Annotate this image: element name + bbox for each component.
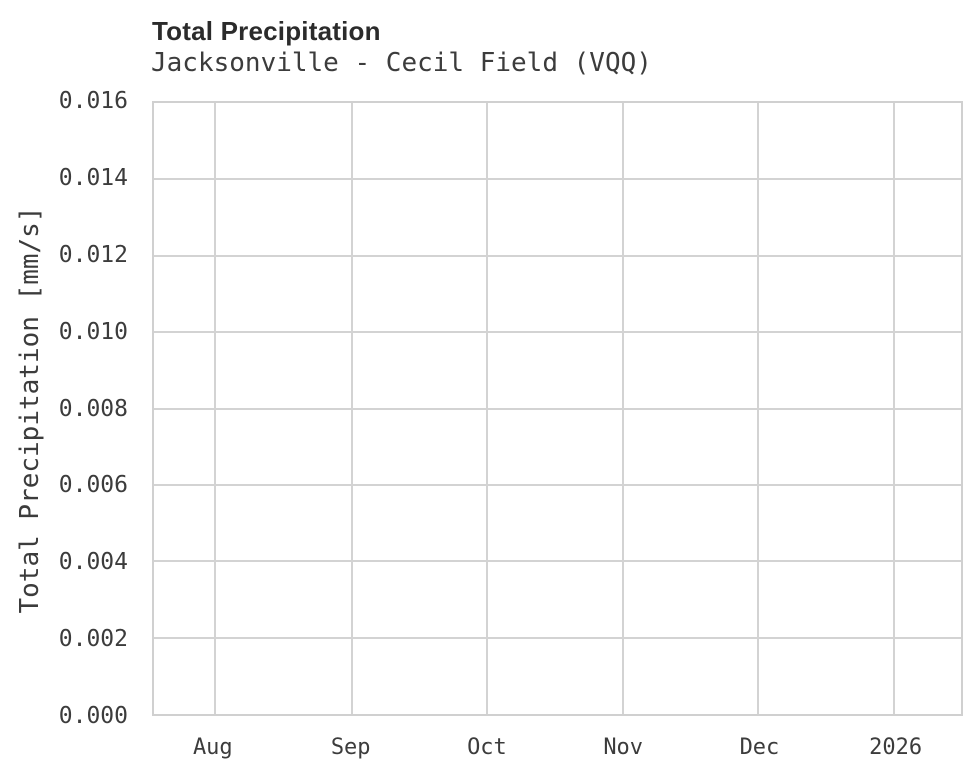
x-tick-label: Oct [467, 735, 507, 760]
v-gridline [486, 103, 489, 714]
x-tick-label: Aug [192, 735, 233, 760]
y-axis-tick-labels: 0.000 0.002 0.004 0.006 0.008 0.010 0.012 0.014… [0, 88, 128, 729]
v-gridline [213, 103, 216, 714]
plot-area [152, 101, 963, 716]
h-gridline [154, 560, 961, 563]
v-gridline [350, 103, 353, 714]
chart-subtitle: Jacksonville - Cecil Field (VQQ) [151, 48, 652, 78]
y-tick-label: 0.014 [58, 164, 128, 191]
h-gridline [154, 254, 961, 257]
x-tick-label: Dec [739, 735, 780, 760]
x-tick-label: 2026 [869, 735, 923, 760]
x-axis-tick-labels: Aug Sep Oct Nov Dec 2026 [152, 735, 963, 767]
y-tick-label: 0.004 [58, 549, 128, 576]
h-gridline [154, 178, 961, 181]
y-tick-label: 0.002 [58, 626, 128, 653]
x-tick-label: Sep [330, 735, 371, 760]
y-tick-label: 0.010 [58, 318, 128, 345]
chart-title: Total Precipitation [152, 16, 381, 46]
y-tick-label: 0.006 [58, 472, 128, 499]
h-gridline [154, 407, 961, 410]
y-tick-label: 0.012 [58, 241, 128, 268]
v-gridline [621, 103, 624, 714]
h-gridline [154, 483, 961, 486]
v-gridline [757, 103, 760, 714]
y-tick-label: 0.016 [58, 88, 128, 114]
x-tick-label: Nov [603, 735, 644, 760]
v-gridline [893, 103, 896, 714]
h-gridline [154, 636, 961, 639]
y-tick-label: 0.008 [58, 395, 128, 422]
y-tick-label: 0.000 [58, 703, 128, 729]
h-gridline [154, 331, 961, 334]
